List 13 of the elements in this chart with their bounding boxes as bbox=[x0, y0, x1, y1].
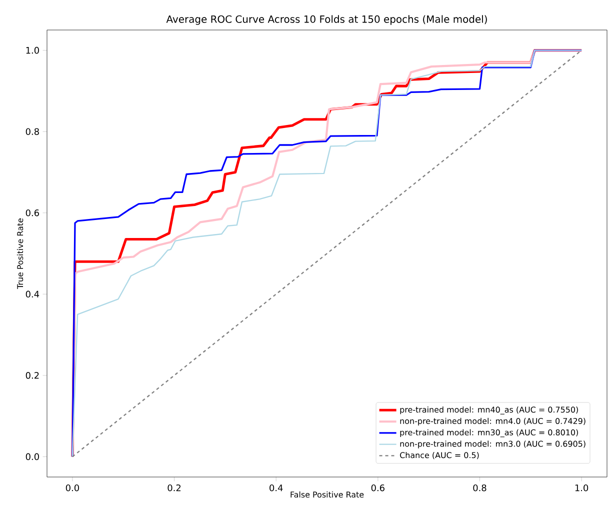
chart-title: Average ROC Curve Across 10 Folds at 150 epochs (Male model) bbox=[166, 15, 487, 25]
y-tick-label: 0.8 bbox=[26, 128, 39, 135]
x-tick-label: 0.4 bbox=[270, 484, 283, 492]
y-tick-label: 0.2 bbox=[26, 372, 39, 379]
x-tick-label: 0.0 bbox=[66, 484, 79, 492]
y-tick-label: 0.6 bbox=[26, 209, 39, 216]
y-tick-label: 1.0 bbox=[26, 46, 39, 54]
x-tick-label: 1.0 bbox=[575, 484, 588, 492]
x-tick-label: 0.6 bbox=[371, 484, 384, 492]
x-tick-label: 0.2 bbox=[168, 484, 181, 492]
x-tick-label: 0.8 bbox=[473, 484, 486, 492]
y-tick-label: 0.0 bbox=[26, 453, 39, 460]
y-tick-label: 0.4 bbox=[26, 290, 40, 298]
